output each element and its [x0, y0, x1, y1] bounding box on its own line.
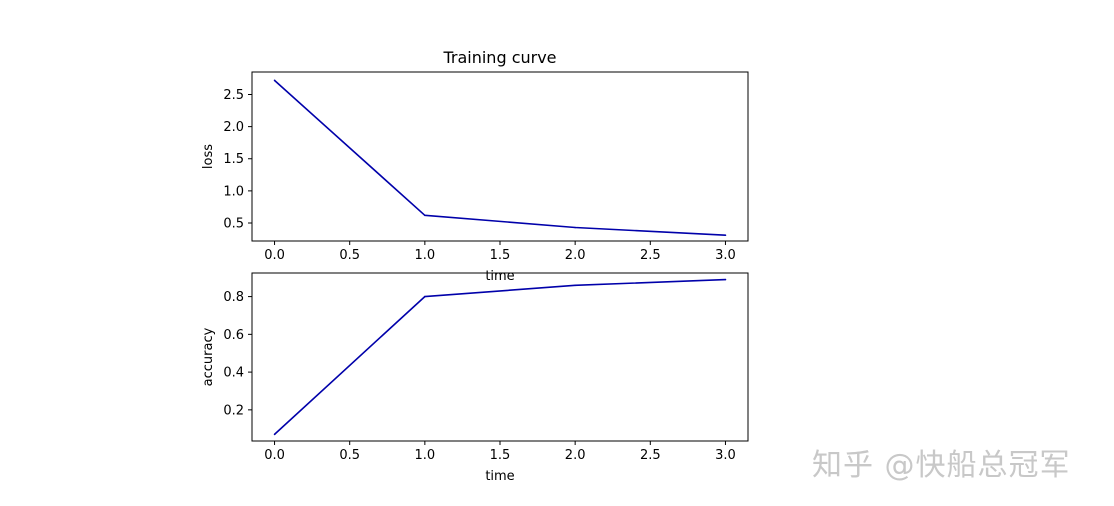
- y-tick-label: 0.6: [223, 328, 244, 343]
- data-point: [574, 226, 576, 229]
- subplot-loss: 0.0 0.5 1.0 1.5 2.0 2.5 3.0 0.5 1.0 1.5 2.0 2.5 loss…: [201, 48, 749, 284]
- y-tick-label: 2.0: [223, 120, 244, 135]
- y-axis-label: loss: [201, 144, 216, 169]
- data-point: [574, 284, 576, 287]
- chart-title: Training curve: [442, 48, 556, 67]
- data-point: [724, 278, 727, 281]
- data-point: [424, 214, 426, 217]
- y-tick-label: 1.5: [223, 152, 244, 167]
- x-tick-label: 3.0: [715, 448, 736, 463]
- axes-frame: [251, 272, 749, 442]
- x-tick-label: 2.0: [565, 248, 586, 263]
- data-point: [273, 79, 276, 82]
- x-tick-label: 2.5: [640, 248, 661, 263]
- data-point: [724, 234, 727, 237]
- data-point: [424, 295, 426, 298]
- x-tick-label: 1.5: [490, 248, 511, 263]
- x-tick-label: 2.5: [640, 448, 661, 463]
- y-tick-label: 0.4: [223, 366, 244, 381]
- subplot-accuracy: 0.0 0.5 1.0 1.5 2.0 2.5 3.0 0.2 0.4 0.6 0.8 accurac…: [201, 272, 749, 484]
- x-tick-label: 1.0: [415, 248, 436, 263]
- y-tick-label: 0.2: [223, 403, 244, 418]
- x-axis-label: time: [485, 469, 514, 484]
- y-tick-label: 0.5: [223, 217, 244, 232]
- x-tick-label: 0.0: [264, 448, 285, 463]
- x-tick-label: 0.0: [264, 248, 285, 263]
- series-line: [273, 278, 726, 435]
- data-point: [273, 433, 276, 436]
- x-tick-label: 2.0: [565, 448, 586, 463]
- y-tick-label: 0.8: [223, 290, 244, 305]
- x-axis-label: time: [485, 269, 514, 284]
- y-axis-label: accuracy: [201, 327, 216, 386]
- x-tick-label: 0.5: [339, 248, 360, 263]
- x-tick-label: 1.0: [415, 448, 436, 463]
- axes-frame: [251, 71, 749, 242]
- x-tick-label: 0.5: [339, 448, 360, 463]
- watermark: 知乎 @快船总冠军: [812, 448, 1071, 483]
- y-tick-label: 1.0: [223, 184, 244, 199]
- y-tick-label: 2.5: [223, 88, 244, 103]
- series-line: [273, 79, 726, 236]
- x-tick-label: 3.0: [715, 248, 736, 263]
- x-tick-label: 1.5: [490, 448, 511, 463]
